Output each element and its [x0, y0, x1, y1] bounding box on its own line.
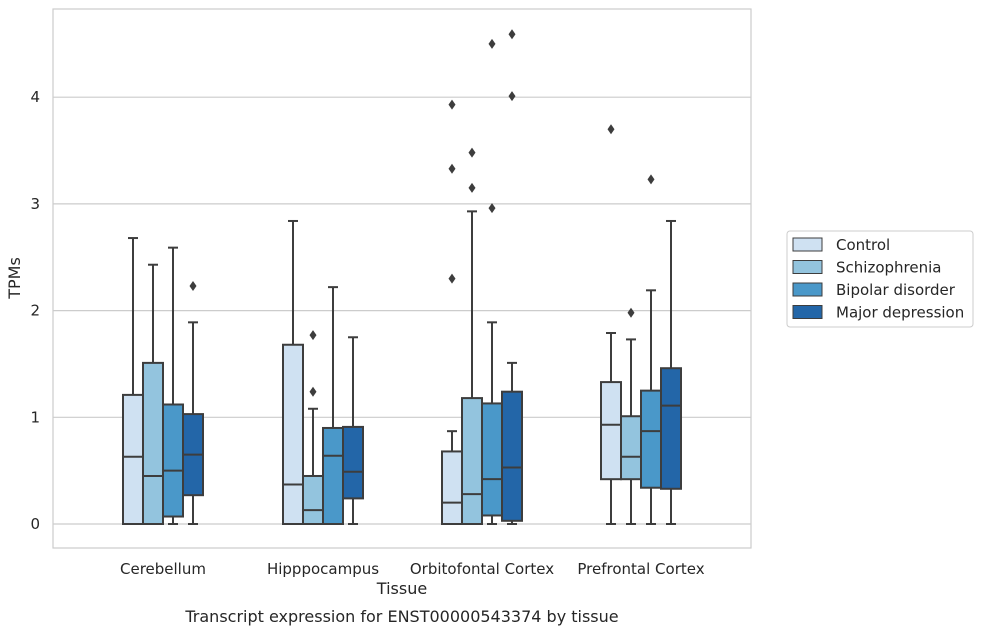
y-tick-label: 4	[30, 88, 40, 106]
iqr-box	[441, 450, 463, 525]
iqr-box	[282, 343, 304, 525]
iqr-box	[600, 381, 622, 481]
outlier-point	[309, 330, 317, 341]
iqr-box	[142, 361, 164, 525]
legend-swatch	[792, 305, 823, 319]
y-tick-label: 3	[30, 195, 40, 213]
box-major-depression	[660, 219, 682, 525]
outlier-point	[508, 29, 516, 40]
legend-label: Major depression	[836, 304, 964, 322]
legend-frame	[786, 230, 974, 328]
box-schizophrenia	[302, 330, 324, 525]
box-control	[600, 124, 622, 525]
iqr-box	[481, 402, 503, 517]
iqr-box	[342, 425, 364, 500]
y-tick-label: 2	[30, 302, 40, 320]
box-schizophrenia	[620, 307, 642, 525]
outlier-point	[189, 281, 197, 292]
iqr-box	[162, 403, 184, 518]
outlier-point	[647, 174, 655, 185]
x-tick-label: Hipppocampus	[267, 560, 379, 578]
legend-label: Bipolar disorder	[836, 281, 956, 299]
outlier-point	[627, 307, 635, 318]
iqr-box	[122, 393, 144, 525]
y-tick-label: 0	[30, 515, 40, 533]
legend: Control Schizophrenia Bipolar disorder Majo…	[786, 230, 974, 328]
iqr-box	[322, 426, 344, 525]
outlier-point	[448, 273, 456, 284]
iqr-box	[620, 415, 642, 481]
iqr-box	[302, 474, 324, 525]
box-control	[441, 99, 463, 525]
x-tick-label: Orbitofontal Cortex	[410, 560, 554, 578]
box-bipolar-disorder	[162, 246, 184, 525]
x-tick-label: Cerebellum	[120, 560, 206, 578]
legend-swatch	[792, 260, 823, 274]
plot-frame	[52, 8, 752, 549]
box-series	[122, 29, 682, 525]
legend-label: Schizophrenia	[836, 259, 941, 277]
iqr-box	[461, 397, 483, 525]
outlier-point	[448, 99, 456, 110]
box-bipolar-disorder	[481, 38, 503, 525]
figure-caption: Transcript expression for ENST0000054337…	[184, 607, 618, 626]
x-tick-labels: Cerebellum Hipppocampus Orbitofontal Corte…	[120, 560, 705, 578]
outlier-point	[607, 124, 615, 135]
box-control	[282, 219, 304, 525]
outlier-point	[488, 203, 496, 214]
legend-label: Control	[836, 236, 890, 254]
outlier-point	[488, 38, 496, 49]
box-control	[122, 237, 144, 525]
legend-swatch	[792, 282, 823, 297]
outlier-point	[448, 163, 456, 174]
box-major-depression	[342, 336, 364, 525]
outlier-point	[508, 91, 516, 102]
outlier-point	[468, 182, 476, 193]
box-schizophrenia	[142, 263, 164, 525]
y-axis-title: TPMs	[5, 257, 24, 300]
y-tick-label: 1	[30, 408, 40, 426]
box-major-depression	[501, 29, 523, 525]
x-tick-label: Prefrontal Cortex	[577, 560, 704, 578]
iqr-box	[660, 367, 682, 490]
box-bipolar-disorder	[640, 174, 662, 525]
box-major-depression	[182, 281, 204, 525]
iqr-box	[501, 390, 523, 522]
outlier-point	[468, 147, 476, 158]
x-axis-title: Tissue	[376, 579, 427, 598]
outlier-point	[309, 386, 317, 397]
legend-swatch	[792, 237, 823, 252]
iqr-box	[640, 389, 662, 489]
y-tick-labels: 0 1 2 3 4	[30, 88, 40, 533]
box-bipolar-disorder	[322, 286, 344, 525]
